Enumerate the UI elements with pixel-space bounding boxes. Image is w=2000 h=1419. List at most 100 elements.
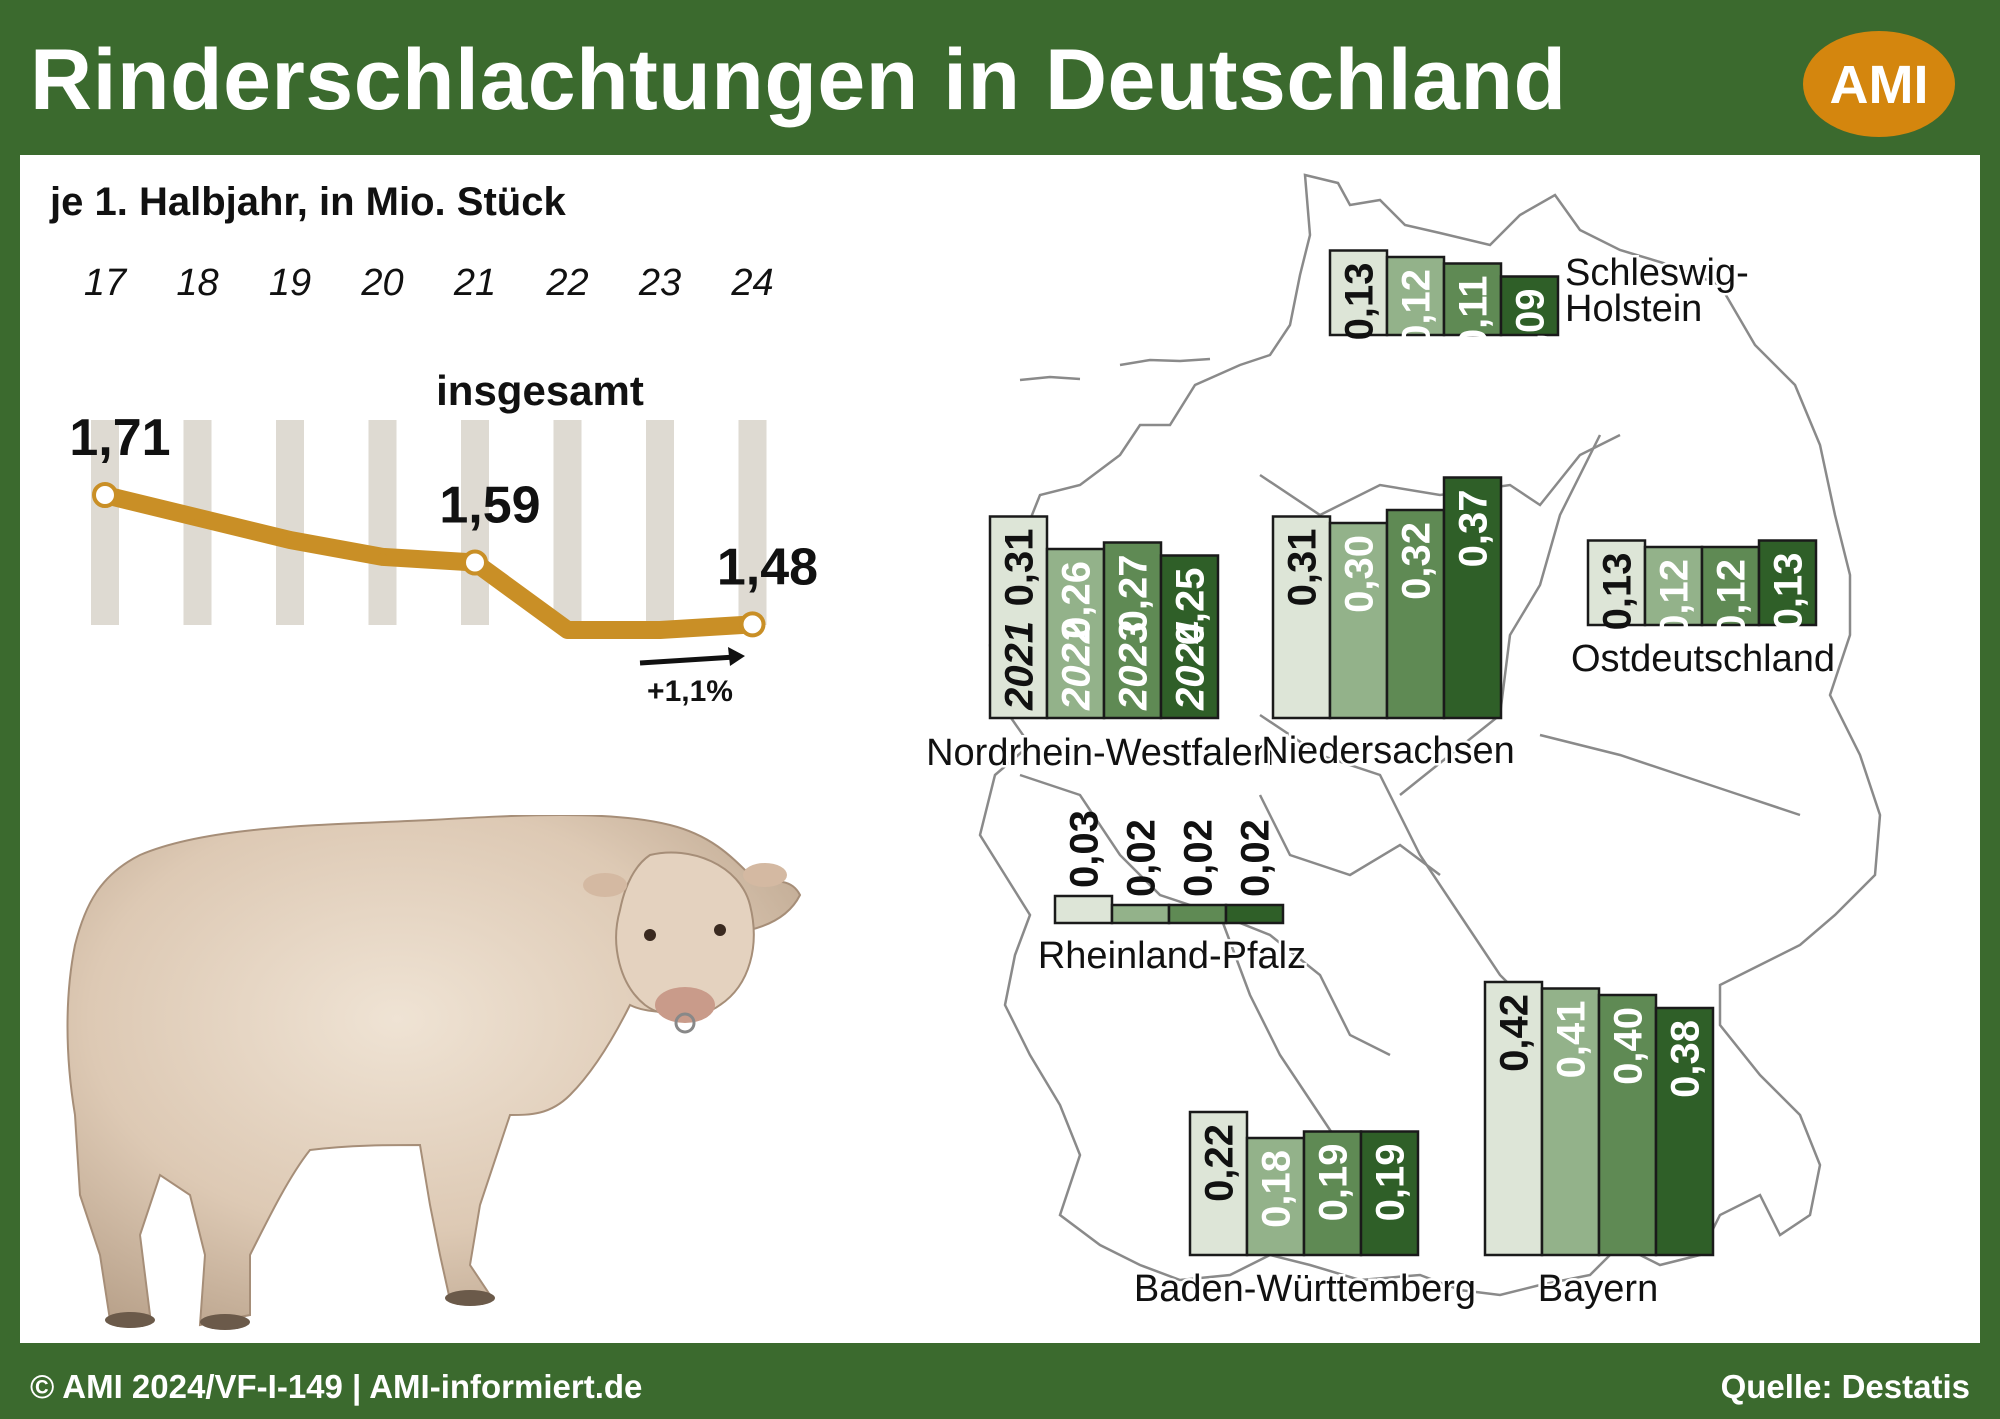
region-bar — [1499, 275, 1560, 337]
region-bar — [1110, 903, 1171, 925]
bar-value-label: 0,13 — [1596, 553, 1640, 631]
bull-nose-ring — [674, 1012, 696, 1034]
bar-value-label: 0,03 — [1063, 810, 1107, 888]
series-point — [656, 626, 664, 634]
labeled-point — [462, 549, 488, 576]
bar-value-label: 0,26 — [1055, 561, 1099, 639]
line-chart-subtitle: je 1. Halbjahr, in Mio. Stück — [49, 180, 566, 224]
bull-nose — [655, 987, 715, 1023]
labeled-point — [739, 611, 766, 638]
bar-value-label: 0,11 — [1452, 276, 1496, 352]
bar-value-label: 0,12 — [1710, 559, 1754, 637]
bull-shadow-hoof-2 — [200, 1314, 250, 1330]
bar-value-label: 0,31 — [998, 529, 1042, 607]
year-tick-label: 21 — [453, 262, 496, 304]
bull-shadow-hoof-3 — [445, 1290, 495, 1306]
labeled-point — [92, 482, 118, 508]
region-bar — [1385, 255, 1446, 337]
state-border-saxony — [1539, 733, 1801, 817]
footer-copyright: © AMI 2024/VF-I-149 | AMI-informiert.de — [30, 1368, 643, 1405]
year-tick-label: 23 — [638, 262, 681, 304]
bar-value-label: 0,09 — [1509, 289, 1553, 367]
region-bar-group: 0,03 0,02 0,02 0,02 Rheinland-Pfalz — [1035, 810, 1308, 979]
year-tick-label: 17 — [84, 262, 128, 304]
data-label: 1,71 — [69, 409, 170, 467]
bar-value-label: 0,38 — [1664, 1020, 1708, 1098]
year-stripe — [461, 420, 489, 625]
region-bar — [1159, 554, 1220, 720]
region-name: Ostdeutschland — [1571, 638, 1835, 680]
region-name: Niedersachsen — [1261, 730, 1514, 772]
region-bar — [1700, 545, 1761, 627]
year-stripe — [738, 420, 767, 625]
bar-value-label: 0,25 — [1169, 568, 1213, 646]
bar-value-label: 0,31 — [1281, 529, 1325, 607]
bar-value-label: 0,02 — [1234, 819, 1278, 897]
change-arrow-head — [728, 647, 745, 666]
region-name-line: Schleswig- — [1565, 252, 1749, 294]
region-bar — [1167, 903, 1228, 925]
page-title: Rinderschlachtungen in Deutschland — [30, 32, 1567, 128]
series-point — [286, 536, 294, 544]
region-bar — [1302, 1130, 1363, 1257]
bar-year-label: 2023 — [1112, 621, 1156, 711]
bull-ear-left — [583, 873, 627, 897]
region-bar — [1359, 1130, 1420, 1257]
bar-value-label: 0,42 — [1493, 994, 1537, 1072]
bar-value-label: 0,13 — [1767, 553, 1811, 631]
bar-value-label: 0,32 — [1395, 522, 1439, 600]
bar-value-label: 0,02 — [1120, 819, 1164, 897]
change-arrow-line — [639, 654, 736, 666]
region-bar — [1654, 1006, 1715, 1257]
ami-logo-oval — [1803, 31, 1955, 137]
bar-value-label: 0,27 — [1112, 555, 1156, 633]
series-line — [96, 486, 762, 639]
bar-year-label: 2021 — [998, 621, 1042, 711]
bar-value-label: 0,40 — [1607, 1007, 1651, 1085]
bar-value-label: 0,18 — [1255, 1150, 1299, 1228]
region-name: Rheinland-Pfalz — [1038, 935, 1306, 977]
ami-logo-text: AMI — [1830, 55, 1929, 115]
year-tick-label: 20 — [360, 262, 403, 304]
bar-value-label: 0,13 — [1338, 263, 1382, 341]
region-bar — [1053, 894, 1114, 925]
series-point — [378, 552, 387, 561]
change-note: +1,1% — [647, 675, 733, 708]
region-bar — [1188, 1110, 1249, 1257]
bar-value-label: 0,22 — [1198, 1124, 1242, 1202]
region-bar — [1586, 539, 1647, 627]
bull-shadow-hoof-1 — [105, 1312, 155, 1328]
bar-year-label: 2022 — [1055, 621, 1099, 711]
year-tick-label: 19 — [269, 262, 311, 304]
region-name: Baden-Württemberg — [1134, 1268, 1476, 1310]
bar-value-label: 0,19 — [1369, 1144, 1413, 1222]
bar-value-label: 0,41 — [1550, 1001, 1594, 1079]
state-border-east — [1399, 434, 1602, 796]
region-name: Bayern — [1538, 1268, 1658, 1310]
data-label: 1,59 — [439, 477, 540, 535]
footer-source: Quelle: Destatis — [1720, 1368, 1970, 1405]
region-bar — [1540, 987, 1601, 1257]
bar-year-label: 2024 — [1169, 621, 1213, 711]
region-bar — [1643, 545, 1704, 627]
year-stripe — [646, 420, 674, 625]
bull-eye-right — [714, 924, 726, 936]
bar-value-label: 0,12 — [1395, 269, 1439, 347]
region-name-line: Holstein — [1565, 288, 1702, 330]
year-stripe — [276, 420, 304, 625]
bull-ear-right — [743, 863, 787, 887]
region-bar-group: 0,31 0,30 0,32 0,37 Niedersachsen — [1259, 476, 1517, 775]
region-bar-group: 0,42 0,41 0,40 0,38 Bayern — [1483, 980, 1715, 1313]
year-stripe — [368, 420, 397, 625]
bar-value-label: 0,37 — [1452, 490, 1496, 568]
year-stripe — [91, 420, 119, 625]
bar-value-label: 0,12 — [1653, 559, 1697, 637]
region-bar — [1442, 476, 1503, 720]
year-stripe — [553, 420, 582, 625]
bar-value-label: 0,02 — [1177, 819, 1221, 897]
region-bar — [1385, 508, 1446, 720]
ami-logo: AMI — [1803, 31, 1955, 137]
data-label: 1,48 — [717, 538, 818, 596]
state-border-hesse — [1258, 794, 1441, 877]
